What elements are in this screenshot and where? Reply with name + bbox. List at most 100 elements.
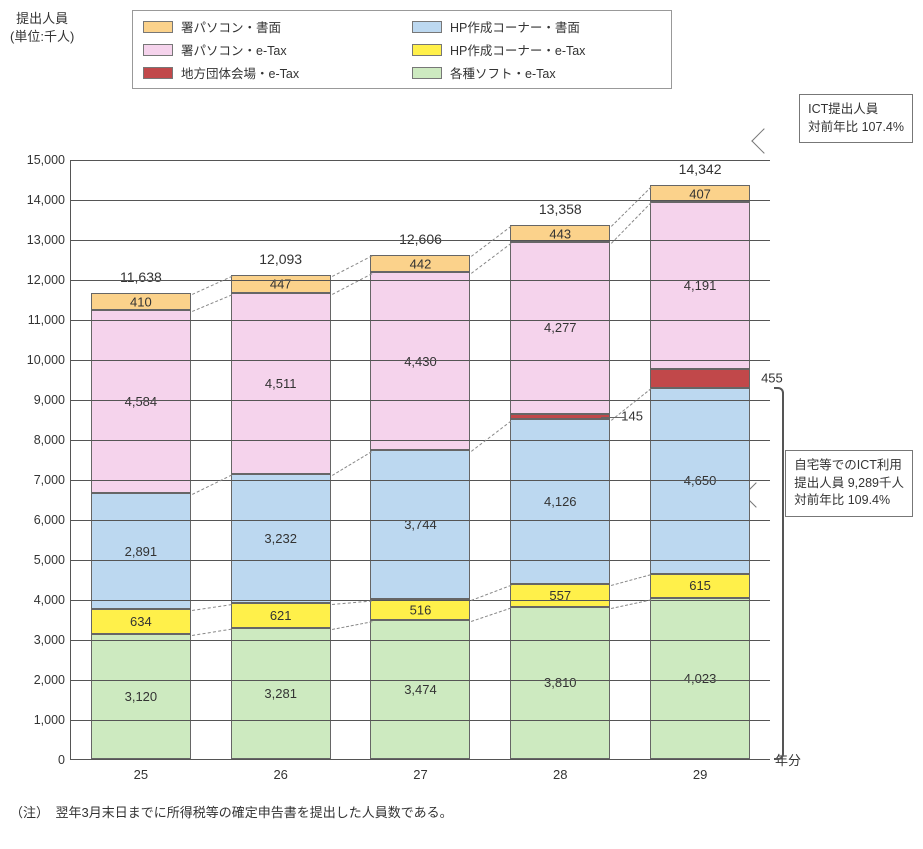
bar-segment-sign_paper: 442 (370, 255, 470, 273)
gridline (71, 640, 770, 641)
y-tick-label: 10,000 (27, 353, 65, 367)
segment-value-label: 407 (689, 186, 711, 201)
bar-total-label: 12,093 (259, 251, 302, 267)
segment-value-label: 3,232 (264, 531, 297, 546)
bar-segment-hp_paper: 3,744 (370, 450, 470, 600)
bar-segment-local_etax: 455 (650, 369, 750, 387)
legend-label: HP作成コーナー・書面 (450, 17, 580, 36)
y-tick-label: 12,000 (27, 273, 65, 287)
bars-group: 3,1206342,8914,58441011,638253,2816213,2… (71, 160, 770, 759)
gridline (71, 720, 770, 721)
y-tick-label: 9,000 (34, 393, 65, 407)
bar-segment-soft: 3,120 (91, 634, 191, 759)
callout-line: ICT提出人員 (808, 102, 878, 116)
bar-segment-sign_etax: 4,430 (370, 272, 470, 449)
segment-value-label: 4,023 (684, 671, 717, 686)
bar-column: 3,8105574,1261454,27744313,35828 (510, 225, 610, 759)
gridline (71, 600, 770, 601)
legend-label: 署パソコン・e-Tax (181, 40, 287, 59)
bar-column: 3,1206342,8914,58441011,63825 (91, 293, 191, 759)
bar-segment-sign_paper: 410 (91, 293, 191, 309)
y-axis-title: 提出人員 (単位:千人) (10, 10, 74, 46)
segment-value-label: 4,430 (404, 354, 437, 369)
plot-area: 3,1206342,8914,58441011,638253,2816213,2… (70, 160, 770, 760)
y-tick-label: 6,000 (34, 513, 65, 527)
y-tick-label: 1,000 (34, 713, 65, 727)
y-tick-label: 11,000 (28, 313, 65, 327)
bar-segment-soft: 3,810 (510, 607, 610, 759)
segment-value-label: 4,126 (544, 494, 577, 509)
y-tick-label: 8,000 (34, 433, 65, 447)
legend-item: 署パソコン・書面 (143, 17, 392, 36)
bar-total-label: 13,358 (539, 201, 582, 217)
bar-segment-hp_etax: 557 (510, 584, 610, 606)
callout-tail (751, 128, 776, 153)
x-tick-label: 25 (134, 767, 148, 782)
bar-total-label: 14,342 (679, 161, 722, 177)
x-tick-label: 27 (413, 767, 427, 782)
callout-ict-total: ICT提出人員 対前年比 107.4% (799, 94, 913, 143)
bar-segment-hp_etax: 621 (231, 603, 331, 628)
x-tick-label: 26 (273, 767, 287, 782)
segment-value-label: 634 (130, 614, 152, 629)
gridline (71, 280, 770, 281)
callout-line: 対前年比 107.4% (808, 120, 904, 134)
bar-column: 3,2816213,2324,51144712,09326 (231, 275, 331, 759)
bar-segment-sign_etax: 4,277 (510, 242, 610, 413)
bar-segment-sign_etax: 4,191 (650, 202, 750, 370)
bar-total-label: 12,606 (399, 231, 442, 247)
legend-swatch (143, 21, 173, 33)
gridline (71, 440, 770, 441)
gridline (71, 160, 770, 161)
bar-column: 4,0236154,6504554,19140714,34229 (650, 185, 750, 759)
bar-segment-hp_etax: 615 (650, 574, 750, 599)
bar-segment-hp_etax: 634 (91, 609, 191, 634)
gridline (71, 400, 770, 401)
brace-home-ict (774, 387, 784, 760)
x-tick-label: 29 (693, 767, 707, 782)
bar-segment-hp_paper: 2,891 (91, 493, 191, 609)
callout-line: 対前年比 109.4% (794, 493, 890, 507)
segment-value-label: 3,120 (125, 689, 158, 704)
segment-value-label: 4,277 (544, 320, 577, 335)
segment-value-label: 615 (689, 578, 711, 593)
segment-value-label: 621 (270, 608, 292, 623)
footnote: （注） 翌年3月末日までに所得税等の確定申告書を提出した人員数である。 (10, 802, 453, 821)
chart-container: 提出人員 (単位:千人) 署パソコン・書面 HP作成コーナー・書面署パソコン・e-… (10, 10, 913, 839)
legend-item: 地方団体会場・e-Tax (143, 63, 392, 82)
bar-segment-hp_etax: 516 (370, 599, 470, 620)
segment-value-label: 443 (549, 226, 571, 241)
gridline (71, 320, 770, 321)
legend-swatch (412, 44, 442, 56)
y-tick-label: 2,000 (34, 673, 65, 687)
legend-item: HP作成コーナー・e-Tax (412, 40, 661, 59)
bar-segment-soft: 3,281 (231, 628, 331, 759)
segment-value-label: 3,281 (264, 686, 297, 701)
y-tick-label: 0 (58, 753, 65, 767)
y-tick-label: 14,000 (27, 193, 65, 207)
legend-item: HP作成コーナー・書面 (412, 17, 661, 36)
segment-value-label: 2,891 (125, 544, 158, 559)
bar-total-label: 11,638 (120, 269, 162, 285)
legend-label: 各種ソフト・e-Tax (450, 63, 556, 82)
y-tick-label: 5,000 (34, 553, 65, 567)
legend-swatch (412, 67, 442, 79)
bar-segment-sign_etax: 4,584 (91, 310, 191, 493)
legend-label: HP作成コーナー・e-Tax (450, 40, 585, 59)
gridline (71, 560, 770, 561)
bar-segment-hp_paper: 3,232 (231, 474, 331, 603)
x-tick-label: 28 (553, 767, 567, 782)
gridline (71, 240, 770, 241)
y-tick-label: 15,000 (27, 153, 65, 167)
legend: 署パソコン・書面 HP作成コーナー・書面署パソコン・e-Tax HP作成コーナー・e… (132, 10, 672, 89)
gridline (71, 680, 770, 681)
segment-value-label: 3,474 (404, 682, 437, 697)
y-tick-label: 13,000 (27, 233, 65, 247)
legend-label: 地方団体会場・e-Tax (181, 63, 299, 82)
bar-segment-sign_paper: 447 (231, 275, 331, 293)
y-axis-title-line1: 提出人員 (16, 11, 68, 26)
segment-value-label: 516 (410, 602, 432, 617)
callout-line: 自宅等でのICT利用 (794, 458, 902, 472)
legend-swatch (143, 44, 173, 56)
segment-value-label: 4,511 (265, 376, 297, 391)
